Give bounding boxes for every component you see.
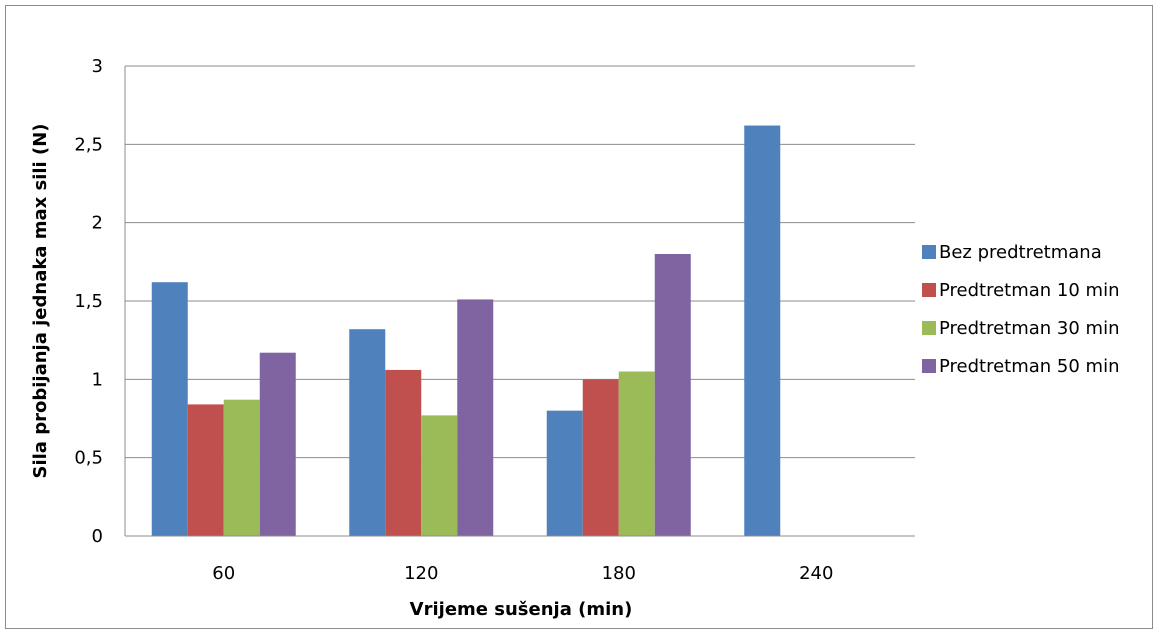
bar	[187, 404, 224, 536]
x-tick-label: 60	[212, 563, 235, 584]
legend-swatch	[922, 245, 936, 259]
bar	[349, 329, 386, 536]
x-tick-label: 180	[602, 563, 636, 584]
y-tick-label: 1	[92, 369, 103, 390]
legend-swatch	[922, 283, 936, 297]
bar	[582, 379, 619, 536]
bar	[385, 369, 422, 536]
bars	[151, 125, 781, 537]
legend: Bez predtretmana Predtretman 10 min Predtr…	[922, 242, 1120, 377]
x-tick-label: 120	[404, 563, 438, 584]
legend-label: Bez predtretmana	[939, 242, 1102, 263]
y-axis-title: Sila probijanja jednaka max sili (N)	[30, 123, 51, 478]
legend-swatch	[922, 359, 936, 373]
y-tick-label: 1,5	[74, 291, 103, 312]
x-axis-ticks: 60 120 180 240	[212, 563, 833, 584]
y-tick-label: 2	[92, 213, 103, 234]
bar	[654, 254, 691, 536]
y-tick-label: 0	[92, 526, 103, 547]
legend-swatch	[922, 321, 936, 335]
bar	[744, 125, 781, 537]
legend-label: Predtretman 10 min	[939, 280, 1120, 301]
bar	[151, 282, 188, 536]
grid-lines	[125, 65, 915, 459]
bar	[259, 352, 296, 536]
bar	[421, 415, 458, 536]
y-tick-label: 3	[92, 56, 103, 77]
y-tick-label: 0,5	[74, 448, 103, 469]
bar	[457, 299, 494, 536]
legend-label: Predtretman 30 min	[939, 318, 1120, 339]
legend-label: Predtretman 50 min	[939, 356, 1120, 377]
bar	[546, 410, 583, 536]
y-axis-ticks: 0 0,5 1 1,5 2 2,5 3	[74, 56, 103, 547]
bar	[618, 371, 655, 536]
bar	[223, 399, 260, 536]
y-tick-label: 2,5	[74, 134, 103, 155]
x-axis-title: Vrijeme sušenja (min)	[410, 599, 633, 620]
x-tick-label: 240	[799, 563, 833, 584]
